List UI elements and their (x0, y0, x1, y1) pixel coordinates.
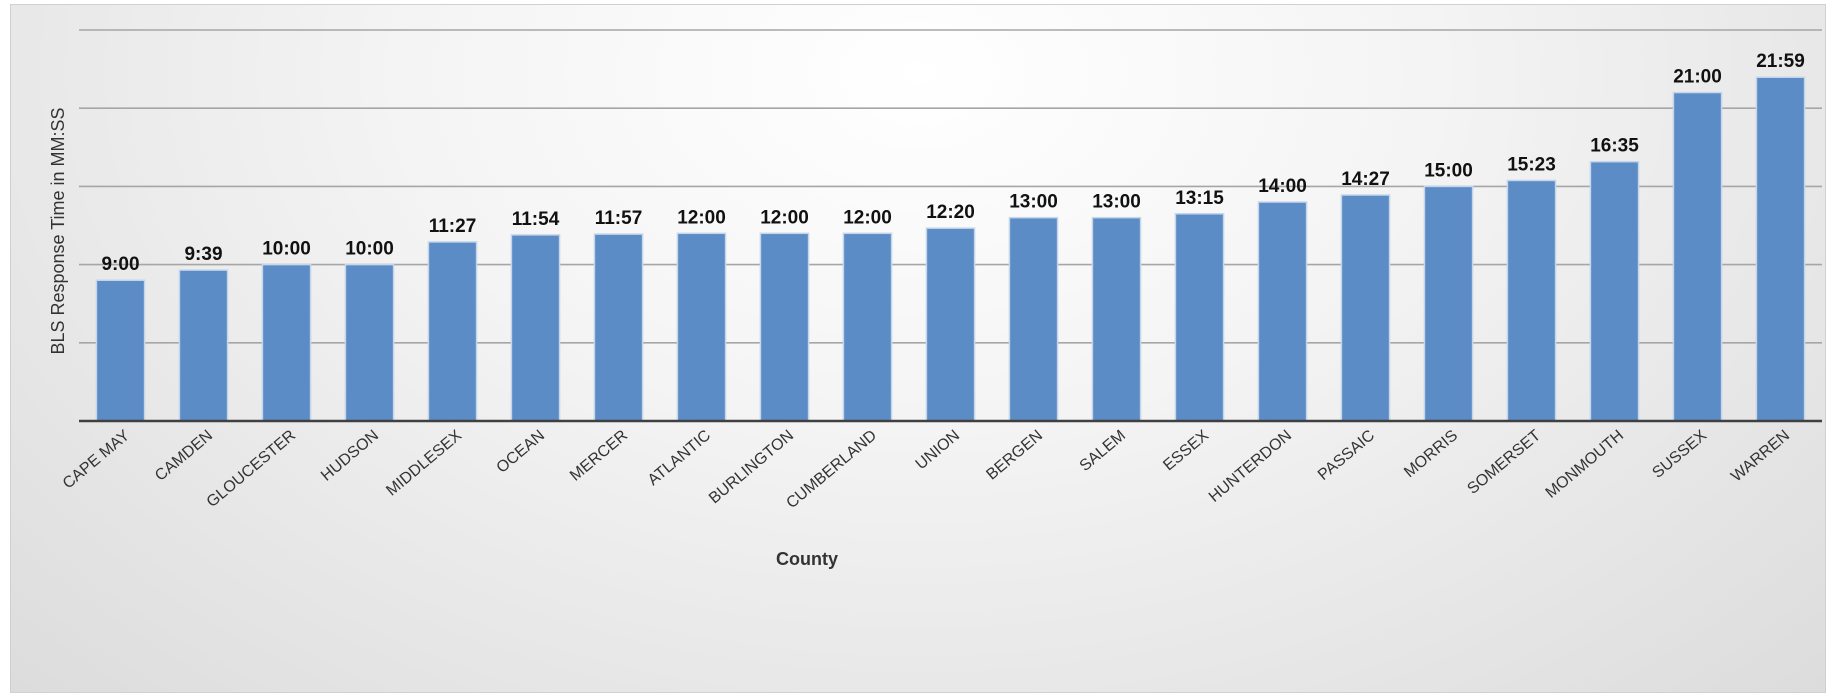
bar-ocean (511, 235, 559, 421)
bar-chart: 9:00 9:39 10:00 10:00 11:27 11:54 11:57 12:00 12… (11, 5, 1827, 694)
bar-bergen (1009, 218, 1057, 421)
bar-middlesex (428, 242, 476, 421)
bar-hudson (345, 265, 393, 421)
bar-warren (1756, 77, 1804, 421)
data-label: 13:15 (1175, 188, 1224, 209)
x-tick-label: WARREN (1728, 427, 1793, 485)
data-label: 16:35 (1590, 136, 1639, 157)
data-label: 12:00 (677, 207, 726, 228)
bar-somerset (1507, 180, 1555, 421)
x-tick-label: SOMERSET (1464, 427, 1544, 498)
data-label: 21:00 (1673, 67, 1722, 88)
bar-mercer (594, 234, 642, 421)
x-tick-label: ESSEX (1160, 427, 1212, 475)
x-tick-label: MIDDLESEX (383, 427, 465, 500)
x-tick-label: HUNTERDON (1206, 427, 1295, 506)
x-tick-label: CUMBERLAND (783, 427, 880, 512)
x-tick-label: MONMOUTH (1543, 427, 1627, 502)
x-tick-label: GLOUCESTER (204, 427, 299, 511)
x-tick-label: HUDSON (318, 427, 382, 485)
data-label: 14:27 (1341, 169, 1390, 190)
data-label: 12:00 (843, 207, 892, 228)
data-label: 12:20 (926, 202, 975, 223)
bar-cape-may (96, 280, 144, 421)
x-tick-label: CAMDEN (152, 427, 216, 485)
bar-hunterdon (1258, 202, 1306, 421)
bar-camden (179, 270, 227, 421)
data-label: 15:00 (1424, 160, 1473, 181)
x-tick-label: SALEM (1077, 427, 1129, 475)
data-label: 15:23 (1507, 154, 1556, 175)
x-tick-label: OCEAN (494, 427, 549, 477)
bar-union (926, 228, 974, 421)
x-tick-label: UNION (913, 427, 963, 473)
bar-cumberland (843, 233, 891, 421)
x-axis-title: County (776, 549, 838, 569)
data-label: 13:00 (1009, 192, 1058, 213)
data-label: 14:00 (1258, 176, 1307, 197)
bar-morris (1424, 186, 1472, 421)
bar-atlantic (677, 233, 725, 421)
data-label: 11:27 (429, 216, 477, 237)
data-label: 11:57 (595, 208, 643, 229)
bar-salem (1092, 218, 1140, 421)
bar-monmouth (1590, 162, 1638, 421)
bar-gloucester (262, 265, 310, 421)
x-tick-label: MERCER (567, 427, 631, 485)
data-label: 9:00 (101, 254, 139, 275)
data-label: 10:00 (345, 239, 394, 260)
bar-burlington (760, 233, 808, 421)
x-tick-label: CAPE MAY (60, 427, 134, 493)
data-label: 21:59 (1756, 51, 1805, 72)
x-tick-label: ATLANTIC (645, 427, 714, 489)
x-tick-label: MORRIS (1401, 427, 1461, 481)
data-label: 13:00 (1092, 192, 1141, 213)
y-axis-title: BLS Response Time in MM:SS (48, 107, 68, 354)
data-label: 9:39 (184, 244, 222, 265)
bar-sussex (1673, 93, 1721, 421)
data-label: 11:54 (512, 209, 560, 230)
x-tick-label: PASSAIC (1315, 427, 1378, 484)
data-label: 10:00 (262, 239, 311, 260)
x-tick-label: BERGEN (983, 427, 1046, 483)
x-tick-label: SUSSEX (1649, 427, 1710, 482)
x-tick-label: BURLINGTON (706, 427, 797, 507)
chart-area: 9:00 9:39 10:00 10:00 11:27 11:54 11:57 12:00 12… (10, 4, 1826, 693)
bar-essex (1175, 214, 1223, 421)
data-label: 12:00 (760, 207, 809, 228)
bar-passaic (1341, 195, 1389, 421)
